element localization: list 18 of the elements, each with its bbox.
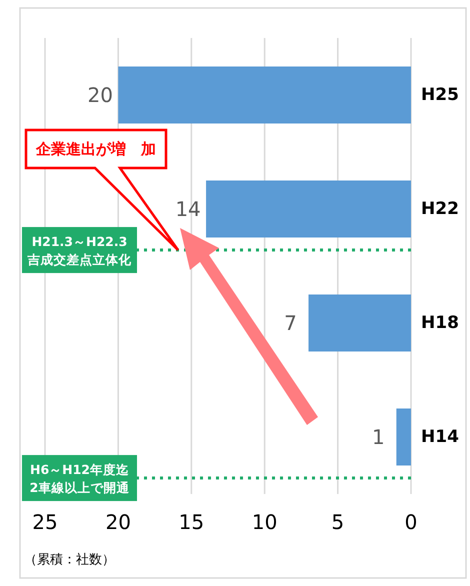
- annotation: H6～H12年度迄 2車線以上で開通: [30, 462, 130, 495]
- x-tick-label: 15: [178, 510, 204, 534]
- x-tick-label: 25: [32, 510, 58, 534]
- data-label: 14: [175, 197, 201, 221]
- data-label: 1: [372, 425, 385, 449]
- x-tick-label: 5: [331, 510, 344, 534]
- y-tick-label: H25: [421, 85, 459, 105]
- y-tick-label: H14: [421, 427, 460, 447]
- x-tick-label: 0: [404, 510, 418, 534]
- data-label: 7: [284, 311, 297, 335]
- annotation: 企業進出が増 加: [35, 140, 156, 158]
- x-tick-label: 20: [105, 510, 131, 534]
- y-tick-label: H22: [421, 199, 459, 219]
- annotation: H21.3～H22.3 吉成交差点立体化: [26, 234, 132, 267]
- x-tick-label: 10: [252, 510, 278, 534]
- y-tick-label: H18: [421, 313, 459, 333]
- data-label: 20: [87, 83, 113, 107]
- x-axis-title: （累積：社数）: [24, 552, 115, 568]
